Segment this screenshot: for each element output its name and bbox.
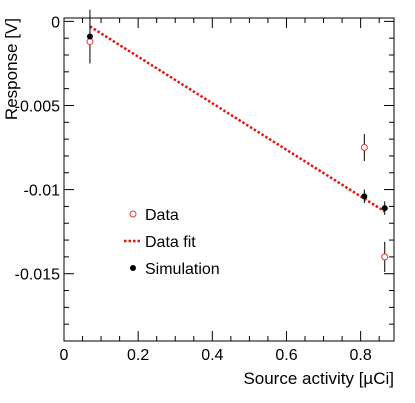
legend: Data Data fit Simulation bbox=[124, 207, 220, 278]
x-tick-label: 0.8 bbox=[350, 347, 372, 364]
legend-label: Data bbox=[145, 207, 179, 224]
simulation-point bbox=[361, 193, 368, 200]
fit-line-layer bbox=[89, 25, 386, 213]
x-tick-label: 0.6 bbox=[275, 347, 297, 364]
data-points-layer bbox=[86, 33, 389, 261]
y-axis-title: Response [V] bbox=[2, 18, 21, 120]
x-axis-ticks bbox=[63, 18, 380, 341]
data-point bbox=[381, 253, 389, 261]
x-tick-label: 0.4 bbox=[201, 347, 223, 364]
simulation-point bbox=[381, 205, 388, 212]
y-axis-tick-labels: 0 -0.005 -0.01 -0.015 bbox=[15, 14, 60, 283]
x-axis-tick-labels: 0 0.2 0.4 0.6 0.8 bbox=[60, 347, 372, 364]
plot-frame bbox=[63, 17, 395, 342]
x-tick-label: 0 bbox=[60, 347, 69, 364]
x-tick-label: 0.2 bbox=[127, 347, 149, 364]
data-point bbox=[360, 144, 368, 152]
y-axis-ticks bbox=[64, 20, 394, 325]
legend-label: Simulation bbox=[145, 261, 220, 278]
legend-marker-simulation bbox=[130, 265, 136, 271]
y-tick-label: -0.015 bbox=[15, 267, 60, 284]
y-tick-label: -0.01 bbox=[24, 183, 61, 200]
y-tick-label: 0 bbox=[51, 14, 60, 31]
legend-label: Data fit bbox=[145, 234, 196, 251]
simulation-point bbox=[86, 33, 93, 40]
x-axis-title: Source activity [µCi] bbox=[243, 369, 394, 388]
fit-line bbox=[89, 25, 386, 213]
legend-marker-data bbox=[129, 210, 137, 218]
y-tick-label: -0.005 bbox=[15, 98, 60, 115]
